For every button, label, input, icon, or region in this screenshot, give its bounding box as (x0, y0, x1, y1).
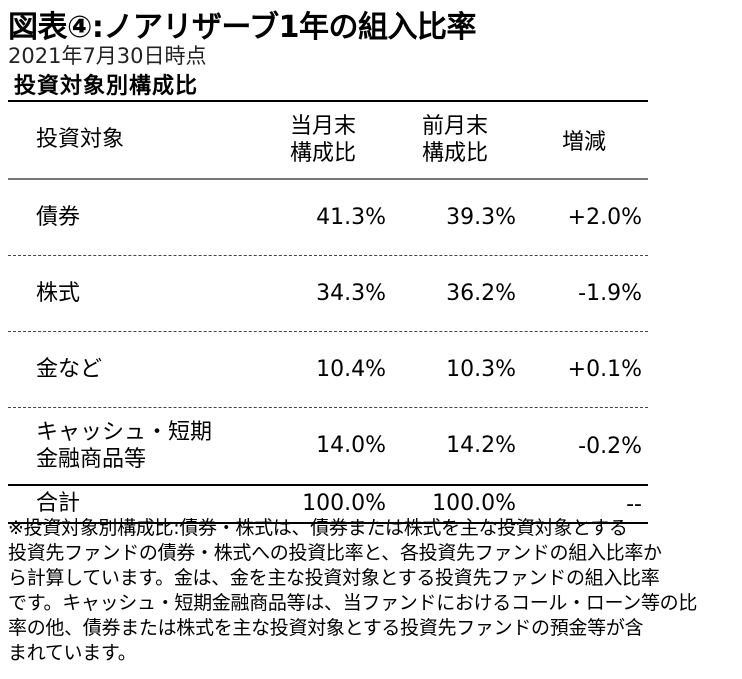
total-previous: 100.0% (432, 491, 516, 517)
row-previous: 39.3% (446, 204, 516, 230)
row-change: +2.0% (567, 205, 642, 230)
section-title: 投資対象別構成比 (14, 74, 199, 99)
row-category: 株式 (36, 280, 81, 306)
footnote-line: です。キャッシュ・短期金融商品等は、当ファンドにおけるコール・ローン等の比 (8, 592, 698, 614)
footnote-line: 投資先ファンドの債券・株式への投資比率と、各投資先ファンドの組入比率か (8, 542, 662, 564)
row-category: 金など (36, 356, 103, 382)
footnote-line: 率の他、債券または株式を主な投資対象とする投資先ファンドの預金等が含 (8, 617, 644, 639)
row-category-line2: 金融商品等 (36, 447, 147, 472)
footnote: ※投資対象別構成比:債券・株式は、債券または株式を主な投資対象とする 投資先ファ… (8, 516, 740, 666)
footnote-line: ら計算しています。金は、金を主な投資対象とする投資先ファンドの組入比率 (8, 567, 660, 589)
table-header-row: 投資対象 当月末 構成比 前月末 構成比 増減 (8, 100, 648, 180)
header-change: 増減 (562, 130, 607, 155)
header-current: 当月末 構成比 (260, 113, 386, 168)
as-of-date: 2021年7月30日時点 (8, 44, 207, 68)
table-row: キャッシュ・短期 金融商品等 14.0% 14.2% -0.2% (8, 408, 648, 484)
header-category: 投資対象 (36, 127, 125, 153)
row-current: 10.4% (316, 356, 386, 382)
row-change: -0.2% (578, 433, 642, 459)
header-previous: 前月末 構成比 (386, 113, 516, 168)
row-change: -1.9% (578, 281, 642, 306)
header-current-line2: 構成比 (290, 141, 357, 166)
footnote-line: ※投資対象別構成比:債券・株式は、債券または株式を主な投資対象とする (8, 517, 628, 539)
allocation-table: 投資対象 当月末 構成比 前月末 構成比 増減 債券 41.3% 39.3% +… (8, 100, 648, 524)
row-category: キャッシュ・短期 金融商品等 (8, 419, 260, 474)
total-current: 100.0% (302, 491, 386, 517)
table-row: 金など 10.4% 10.3% +0.1% (8, 332, 648, 408)
total-change: -- (626, 491, 642, 517)
total-category: 合計 (36, 491, 81, 517)
table-row: 株式 34.3% 36.2% -1.9% (8, 256, 648, 332)
table-total-row: 合計 100.0% 100.0% -- (8, 484, 648, 524)
row-change: +0.1% (567, 357, 642, 382)
row-current: 41.3% (316, 204, 386, 230)
row-current: 34.3% (316, 280, 386, 306)
table-row: 債券 41.3% 39.3% +2.0% (8, 180, 648, 256)
header-previous-line1: 前月末 (422, 113, 489, 139)
figure-title: 図表④:ノアリザーブ1年の組入比率 (8, 10, 476, 45)
row-category: 債券 (36, 204, 81, 230)
row-previous: 10.3% (446, 356, 516, 382)
header-current-line1: 当月末 (290, 113, 357, 139)
footnote-line: まれています。 (8, 642, 137, 664)
header-previous-line2: 構成比 (422, 141, 489, 166)
row-previous: 36.2% (446, 280, 516, 306)
row-previous: 14.2% (446, 433, 516, 459)
row-current: 14.0% (316, 433, 386, 459)
row-category-line1: キャッシュ・短期 (36, 419, 213, 445)
